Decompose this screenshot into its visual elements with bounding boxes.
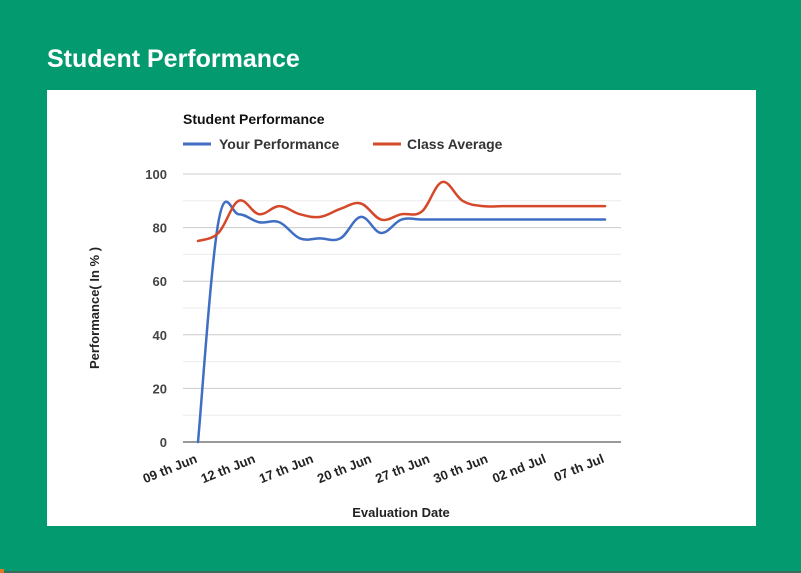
- y-tick-label: 60: [153, 274, 167, 289]
- legend: Your Performance Class Average: [183, 136, 503, 152]
- panel-title: Student Performance: [47, 45, 300, 73]
- x-tick-label: 07 th Jul: [552, 451, 607, 485]
- y-axis-label: Performance( In % ): [87, 247, 102, 369]
- x-tick-label: 12 th Jun: [199, 451, 258, 486]
- performance-chart: Student Performance Your Performance Cla…: [87, 111, 621, 520]
- corner-mark: [0, 569, 4, 573]
- chart-card: Student Performance Your Performance Cla…: [47, 90, 756, 526]
- x-tick-label: 27 th Jun: [373, 451, 432, 486]
- legend-label-class-average[interactable]: Class Average: [407, 136, 503, 152]
- x-tick-label: 30 th Jun: [431, 451, 490, 486]
- x-tick-label: 17 th Jun: [257, 451, 316, 486]
- series-lines: [196, 180, 607, 444]
- y-tick-label: 40: [153, 328, 167, 343]
- x-tick-label: 02 nd Jul: [490, 451, 548, 486]
- grid: [183, 173, 621, 443]
- chart-title: Student Performance: [183, 111, 325, 127]
- series-line-class-average[interactable]: [196, 180, 607, 243]
- y-tick-label: 0: [160, 435, 167, 450]
- legend-label-your-performance[interactable]: Your Performance: [219, 136, 340, 152]
- bottom-strip: [0, 571, 801, 573]
- y-tick-label: 20: [153, 381, 167, 396]
- x-tick-label: 20 th Jun: [315, 451, 374, 486]
- x-tick-label: 09 th Jun: [141, 451, 200, 486]
- x-axis-label: Evaluation Date: [352, 505, 450, 520]
- y-tick-label: 100: [145, 167, 167, 182]
- series-line-your-performance[interactable]: [196, 200, 607, 444]
- y-axis-ticks: 0 20 40 60 80 100: [145, 167, 167, 450]
- x-axis-ticks: 09 th Jun 12 th Jun 17 th Jun 20 th Jun 27 t…: [141, 451, 607, 486]
- y-tick-label: 80: [153, 221, 167, 236]
